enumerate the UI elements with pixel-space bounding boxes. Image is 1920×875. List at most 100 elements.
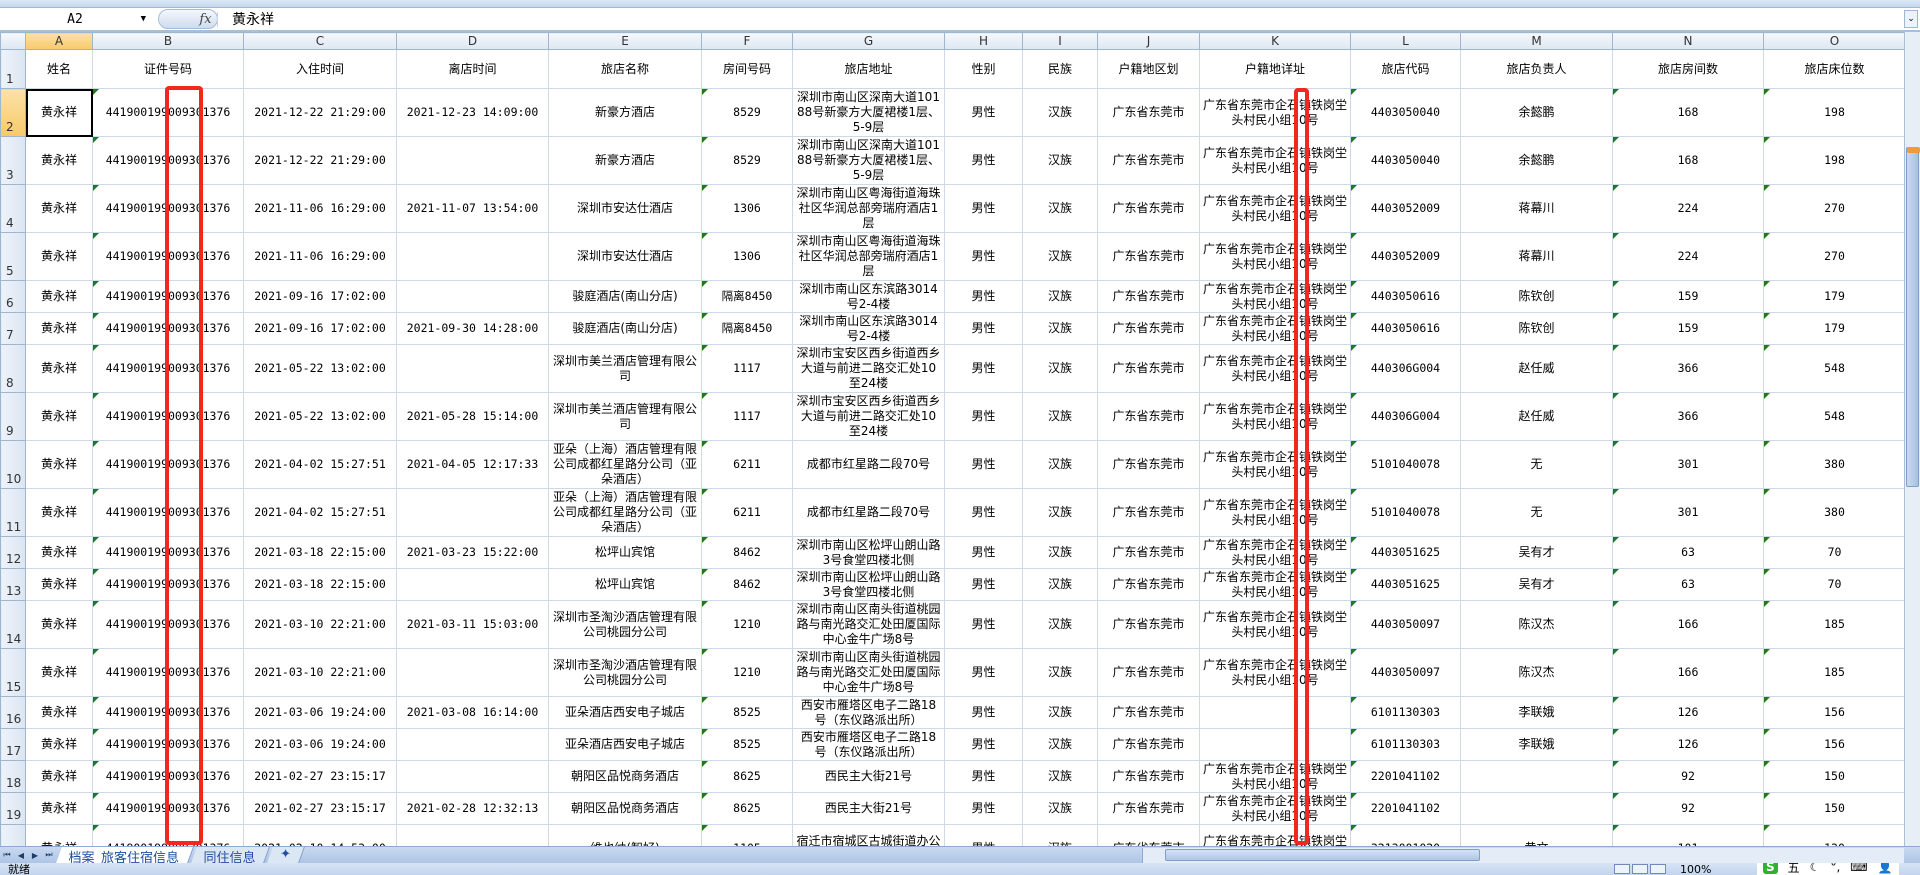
cell-K7[interactable]: 广东省东莞市企石镇铁岗坣头村民小组10号 [1199,312,1351,345]
insert-function-icon[interactable]: fx [194,11,218,27]
row-header-6[interactable]: 6 [0,280,26,313]
cell-G14[interactable]: 深圳市南山区南头街道桃园路与南光路交汇处田厦国际中心金牛广场8号 [792,600,945,649]
cell-I14[interactable]: 汉族 [1022,600,1098,649]
header-cell-K1[interactable]: 户籍地详址 [1199,49,1351,89]
row-header-13[interactable]: 13 [0,568,26,601]
cell-I6[interactable]: 汉族 [1022,280,1098,313]
cell-N17[interactable]: 126 [1612,728,1764,761]
select-all-button[interactable] [0,32,26,50]
row-header-1[interactable]: 1 [0,49,26,89]
cell-O4[interactable]: 270 [1763,184,1904,233]
cell-D11[interactable] [396,488,549,537]
cell-E18[interactable]: 朝阳区品悦商务酒店 [548,760,702,793]
cell-C11[interactable]: 2021-04-02 15:27:51 [243,488,397,537]
cell-N6[interactable]: 159 [1612,280,1764,313]
cell-A9[interactable]: 黄永祥 [25,392,93,441]
cell-N10[interactable]: 301 [1612,440,1764,489]
cell-J3[interactable]: 广东省东莞市 [1097,136,1200,185]
row-header-15[interactable]: 15 [0,648,26,697]
header-cell-C1[interactable]: 入住时间 [243,49,397,89]
cell-G4[interactable]: 深圳市南山区粤海街道海珠社区华润总部旁瑞府酒店1层 [792,184,945,233]
cell-H10[interactable]: 男性 [944,440,1023,489]
cell-J9[interactable]: 广东省东莞市 [1097,392,1200,441]
cell-C20[interactable]: 2021-02-10 14:53:00 [243,824,397,846]
cell-C4[interactable]: 2021-11-06 16:29:00 [243,184,397,233]
cell-H14[interactable]: 男性 [944,600,1023,649]
cell-J2[interactable]: 广东省东莞市 [1097,88,1200,137]
header-cell-A1[interactable]: 姓名 [25,49,93,89]
cell-N13[interactable]: 63 [1612,568,1764,601]
cell-J13[interactable]: 广东省东莞市 [1097,568,1200,601]
cell-A11[interactable]: 黄永祥 [25,488,93,537]
cell-H5[interactable]: 男性 [944,232,1023,281]
cell-I2[interactable]: 汉族 [1022,88,1098,137]
header-cell-L1[interactable]: 旅店代码 [1350,49,1461,89]
header-cell-B1[interactable]: 证件号码 [92,49,244,89]
column-header-J[interactable]: J [1097,32,1200,50]
row-header-2[interactable]: 2 [0,88,26,137]
cell-G9[interactable]: 深圳市宝安区西乡街道西乡大道与前进二路交汇处10至24楼 [792,392,945,441]
cell-F7[interactable]: 隔离8450 [701,312,793,345]
row-header-3[interactable]: 3 [0,136,26,185]
cell-A14[interactable]: 黄永祥 [25,600,93,649]
cell-E19[interactable]: 朝阳区品悦商务酒店 [548,792,702,825]
cell-O16[interactable]: 156 [1763,696,1904,729]
cell-K3[interactable]: 广东省东莞市企石镇铁岗坣头村民小组10号 [1199,136,1351,185]
cell-G10[interactable]: 成都市红星路二段70号 [792,440,945,489]
cell-J4[interactable]: 广东省东莞市 [1097,184,1200,233]
formula-input[interactable]: 黄永祥 [232,12,274,28]
header-cell-N1[interactable]: 旅店房间数 [1612,49,1764,89]
cell-M10[interactable]: 无 [1460,440,1613,489]
last-sheet-icon[interactable]: ⏭ [45,850,53,859]
cell-D5[interactable] [396,232,549,281]
cell-E13[interactable]: 松坪山宾馆 [548,568,702,601]
cell-N16[interactable]: 126 [1612,696,1764,729]
cell-H20[interactable]: 男性 [944,824,1023,846]
cell-K15[interactable]: 广东省东莞市企石镇铁岗坣头村民小组10号 [1199,648,1351,697]
cell-H9[interactable]: 男性 [944,392,1023,441]
vertical-scroll-thumb[interactable] [1906,147,1920,487]
cell-J7[interactable]: 广东省东莞市 [1097,312,1200,345]
cell-C8[interactable]: 2021-05-22 13:02:00 [243,344,397,393]
cell-D7[interactable]: 2021-09-30 14:28:00 [396,312,549,345]
cell-K9[interactable]: 广东省东莞市企石镇铁岗坣头村民小组10号 [1199,392,1351,441]
cell-M11[interactable]: 无 [1460,488,1613,537]
cell-G8[interactable]: 深圳市宝安区西乡街道西乡大道与前进二路交汇处10至24楼 [792,344,945,393]
cell-I8[interactable]: 汉族 [1022,344,1098,393]
cell-L3[interactable]: 4403050040 [1350,136,1461,185]
cell-J16[interactable]: 广东省东莞市 [1097,696,1200,729]
cell-N2[interactable]: 168 [1612,88,1764,137]
cell-G2[interactable]: 深圳市南山区深南大道10188号新豪方大厦裙楼1层、5-9层 [792,88,945,137]
cell-A20[interactable]: 黄永祥 [25,824,93,846]
cell-H19[interactable]: 男性 [944,792,1023,825]
cell-E20[interactable]: 维也纳(智好) [548,824,702,846]
cell-H7[interactable]: 男性 [944,312,1023,345]
cell-D8[interactable] [396,344,549,393]
row-header-9[interactable]: 9 [0,392,26,441]
cell-O2[interactable]: 198 [1763,88,1904,137]
cell-L7[interactable]: 4403050616 [1350,312,1461,345]
cell-F14[interactable]: 1210 [701,600,793,649]
cell-A13[interactable]: 黄永祥 [25,568,93,601]
cell-K4[interactable]: 广东省东莞市企石镇铁岗坣头村民小组10号 [1199,184,1351,233]
cell-H16[interactable]: 男性 [944,696,1023,729]
cell-I20[interactable]: 汉族 [1022,824,1098,846]
cell-G7[interactable]: 深圳市南山区东滨路3014号2-4楼 [792,312,945,345]
cell-A12[interactable]: 黄永祥 [25,536,93,569]
cell-N14[interactable]: 166 [1612,600,1764,649]
row-header-17[interactable]: 17 [0,728,26,761]
cell-D3[interactable] [396,136,549,185]
cell-H6[interactable]: 男性 [944,280,1023,313]
cell-O19[interactable]: 150 [1763,792,1904,825]
row-header-14[interactable]: 14 [0,600,26,649]
row-header-16[interactable]: 16 [0,696,26,729]
zoom-level[interactable]: 100% [1680,863,1712,875]
cell-L17[interactable]: 6101130303 [1350,728,1461,761]
cell-E17[interactable]: 亚朵酒店西安电子城店 [548,728,702,761]
header-cell-E1[interactable]: 旅店名称 [548,49,702,89]
header-cell-M1[interactable]: 旅店负责人 [1460,49,1613,89]
cell-L10[interactable]: 5101040078 [1350,440,1461,489]
column-header-O[interactable]: O [1763,32,1904,50]
cell-L16[interactable]: 6101130303 [1350,696,1461,729]
cell-M8[interactable]: 赵任威 [1460,344,1613,393]
